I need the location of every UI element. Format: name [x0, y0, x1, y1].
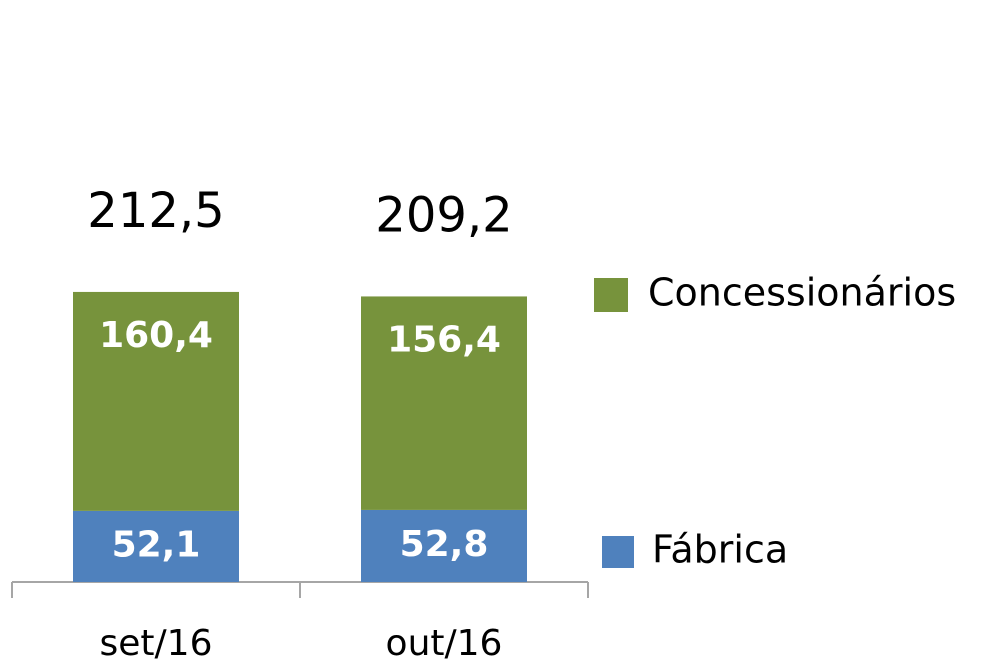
- legend-swatch: [602, 536, 634, 568]
- x-tick-label: set/16: [100, 623, 213, 664]
- x-tick-label: out/16: [386, 623, 503, 664]
- value-label: 156,4: [387, 319, 501, 360]
- legend-swatch: [594, 278, 628, 312]
- value-label: 52,1: [112, 524, 201, 565]
- legend-label: Concessionários: [648, 271, 956, 315]
- total-label: 212,5: [87, 183, 224, 239]
- bar-segment: [361, 509, 527, 582]
- total-label: 209,2: [375, 187, 512, 243]
- legend-label: Fábrica: [652, 528, 788, 572]
- value-label: 52,8: [400, 524, 489, 565]
- bar-segment: [73, 510, 239, 582]
- bar-segment: [361, 296, 527, 510]
- bar-segment: [73, 291, 239, 511]
- value-label: 160,4: [99, 315, 213, 356]
